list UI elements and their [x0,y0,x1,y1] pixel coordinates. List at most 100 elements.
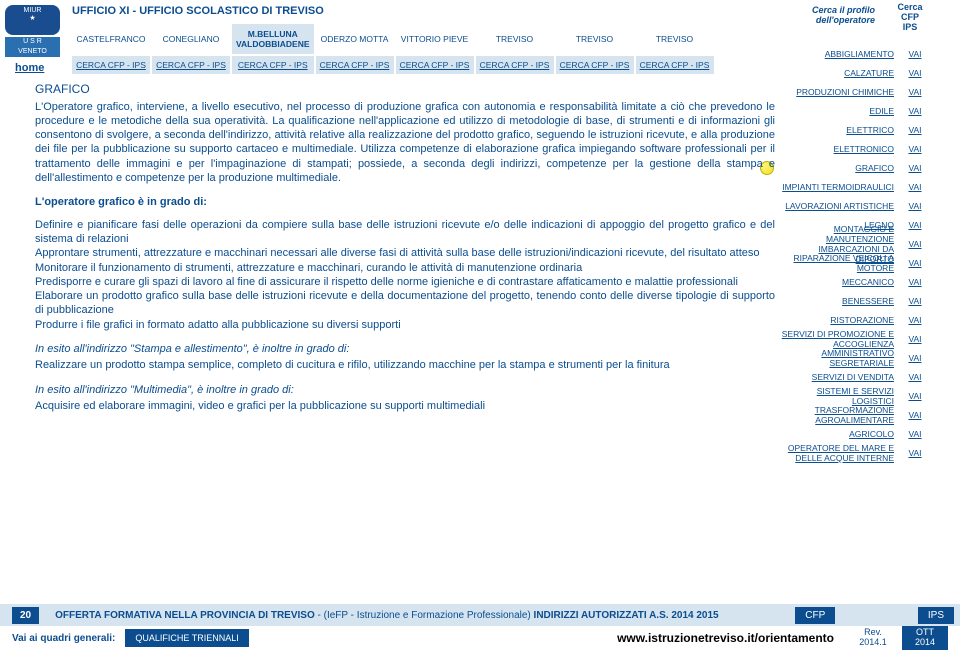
location-cell[interactable]: ODERZO MOTTA [316,24,394,54]
date-box: OTT2014 [902,626,948,650]
sidebar-vai-link[interactable]: VAI [900,201,930,211]
sidebar-item[interactable]: AMMINISTRATIVO SEGRETARIALEVAI [780,348,930,367]
sidebar-category-label: SERVIZI DI VENDITA [780,372,900,382]
location-cell[interactable]: CONEGLIANO [152,24,230,54]
sidebar-item[interactable]: CALZATUREVAI [780,63,930,82]
sidebar-vai-link[interactable]: VAI [900,429,930,439]
sidebar-item[interactable]: EDILEVAI [780,101,930,120]
sidebar-item[interactable]: MECCANICOVAI [780,272,930,291]
category-sidebar: ABBIGLIAMENTOVAICALZATUREVAIPRODUZIONI C… [780,44,930,462]
location-cell[interactable]: TREVISO [556,24,634,54]
sidebar-vai-link[interactable]: VAI [900,68,930,78]
main-content: GRAFICO L'Operatore grafico, interviene,… [35,82,775,413]
capability-item: Predisporre e curare gli spazi di lavoro… [35,275,775,289]
logo-block: MIUR★ U S RVENETO [5,5,65,60]
sidebar-category-label: OPERATORE DEL MARE E DELLE ACQUE INTERNE [780,443,900,463]
sidebar-category-label: RISTORAZIONE [780,315,900,325]
cerca-link[interactable]: CERCA CFP - IPS [396,56,474,74]
sidebar-vai-link[interactable]: VAI [900,258,930,268]
location-cell[interactable]: TREVISO [476,24,554,54]
sidebar-vai-link[interactable]: VAI [900,391,930,401]
sidebar-item[interactable]: TRASFORMAZIONE AGROALIMENTAREVAI [780,405,930,424]
sidebar-vai-link[interactable]: VAI [900,448,930,458]
sidebar-vai-link[interactable]: VAI [900,296,930,306]
sidebar-category-label: CALZATURE [780,68,900,78]
sidebar-vai-link[interactable]: VAI [900,106,930,116]
sidebar-vai-link[interactable]: VAI [900,144,930,154]
page-number: 20 [12,607,39,624]
esito1-text: Realizzare un prodotto stampa semplice, … [35,358,775,372]
sidebar-category-label: EDILE [780,106,900,116]
location-table: CASTELFRANCOCONEGLIANOM.BELLUNA VALDOBBI… [70,22,716,76]
sidebar-category-label: GRAFICO [780,163,900,173]
ips-pill[interactable]: IPS [918,607,954,624]
office-title: UFFICIO XI - UFFICIO SCOLASTICO DI TREVI… [72,5,324,17]
sidebar-vai-link[interactable]: VAI [900,87,930,97]
cerca-link[interactable]: CERCA CFP - IPS [72,56,150,74]
sidebar-vai-link[interactable]: VAI [900,220,930,230]
sidebar-category-label: TRASFORMAZIONE AGROALIMENTARE [780,405,900,425]
cerca-link[interactable]: CERCA CFP - IPS [636,56,714,74]
capabilities-list: Definire e pianificare fasi delle operaz… [35,218,775,332]
sidebar-item[interactable]: ABBIGLIAMENTOVAI [780,44,930,63]
sidebar-category-label: SISTEMI E SERVIZI LOGISTICI [780,386,900,406]
sidebar-vai-link[interactable]: VAI [900,182,930,192]
sidebar-item[interactable]: LAVORAZIONI ARTISTICHEVAI [780,196,930,215]
footer-bar-bottom: Vai ai quadri generali: QUALIFICHE TRIEN… [0,626,960,650]
capable-heading: L'operatore grafico è in grado di: [35,195,775,209]
footer: 20 OFFERTA FORMATIVA NELLA PROVINCIA DI … [0,604,960,650]
sidebar-item[interactable]: GRAFICOVAI [780,158,930,177]
cerca-link[interactable]: CERCA CFP - IPS [232,56,314,74]
sidebar-category-label: IMPIANTI TERMOIDRAULICI [780,182,900,192]
sidebar-vai-link[interactable]: VAI [900,372,930,382]
logo-miur: MIUR★ [5,5,60,35]
sidebar-vai-link[interactable]: VAI [900,163,930,173]
sidebar-vai-link[interactable]: VAI [900,125,930,135]
sidebar-item[interactable]: ELETTRONICOVAI [780,139,930,158]
sidebar-item[interactable]: BENESSEREVAI [780,291,930,310]
profile-search-label: Cerca il profilo dell'operatore [785,5,875,25]
esito2-heading: In esito all'indirizzo "Multimedia", è i… [35,383,775,397]
sidebar-vai-link[interactable]: VAI [900,277,930,287]
location-cell[interactable]: M.BELLUNA VALDOBBIADENE [232,24,314,54]
sidebar-category-label: MECCANICO [780,277,900,287]
cerca-link[interactable]: CERCA CFP - IPS [152,56,230,74]
sidebar-item[interactable]: ELETTRICOVAI [780,120,930,139]
revision-box: Rev.2014.1 [850,628,896,648]
capability-item: Monitorare il funzionamento di strumenti… [35,261,775,275]
qualifiche-button[interactable]: QUALIFICHE TRIENNALI [125,629,248,647]
sidebar-item[interactable]: SERVIZI DI PROMOZIONE E ACCOGLIENZAVAI [780,329,930,348]
location-cell[interactable]: VITTORIO PIEVE [396,24,474,54]
footer-bar-top: 20 OFFERTA FORMATIVA NELLA PROVINCIA DI … [0,604,960,626]
sidebar-vai-link[interactable]: VAI [900,49,930,59]
sidebar-category-label: BENESSERE [780,296,900,306]
cfp-search-label: Cerca CFP IPS [890,2,930,32]
location-cell[interactable]: TREVISO [636,24,714,54]
cerca-link[interactable]: CERCA CFP - IPS [476,56,554,74]
sidebar-item[interactable]: AGRICOLOVAI [780,424,930,443]
sidebar-item[interactable]: MONTAGGIO E MANUTENZIONE IMBARCAZIONI DA… [780,234,930,253]
esito2-text: Acquisire ed elaborare immagini, video e… [35,399,775,413]
sidebar-vai-link[interactable]: VAI [900,334,930,344]
location-cell[interactable]: CASTELFRANCO [72,24,150,54]
sidebar-vai-link[interactable]: VAI [900,315,930,325]
sidebar-category-label: PRODUZIONI CHIMICHE [780,87,900,97]
sidebar-item[interactable]: OPERATORE DEL MARE E DELLE ACQUE INTERNE… [780,443,930,462]
cerca-link[interactable]: CERCA CFP - IPS [316,56,394,74]
cfp-pill[interactable]: CFP [795,607,835,624]
sidebar-item[interactable]: PRODUZIONI CHIMICHEVAI [780,82,930,101]
sidebar-vai-link[interactable]: VAI [900,239,930,249]
page-title: GRAFICO [35,82,775,98]
sidebar-category-label: ELETTRICO [780,125,900,135]
sidebar-item[interactable]: SERVIZI DI VENDITAVAI [780,367,930,386]
sidebar-category-label: ABBIGLIAMENTO [780,49,900,59]
sidebar-vai-link[interactable]: VAI [900,353,930,363]
footer-url[interactable]: www.istruzionetreviso.it/orientamento [617,631,834,645]
home-link[interactable]: home [15,62,44,74]
sidebar-vai-link[interactable]: VAI [900,410,930,420]
sidebar-item[interactable]: SISTEMI E SERVIZI LOGISTICIVAI [780,386,930,405]
cerca-link[interactable]: CERCA CFP - IPS [556,56,634,74]
sidebar-item[interactable]: IMPIANTI TERMOIDRAULICIVAI [780,177,930,196]
sidebar-item[interactable]: RISTORAZIONEVAI [780,310,930,329]
sidebar-item[interactable]: RIPARAZIONE VEICOLI A MOTOREVAI [780,253,930,272]
